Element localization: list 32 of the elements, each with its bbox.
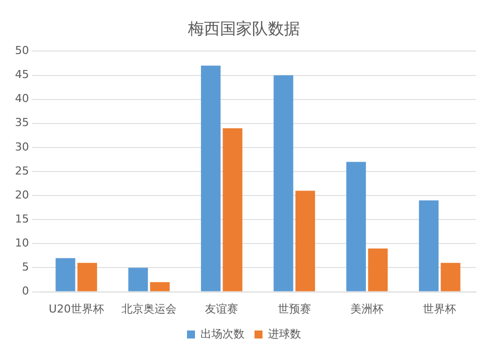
y-tick-label: 5 [22, 260, 29, 274]
y-tick-label: 10 [14, 236, 29, 250]
bar [440, 262, 460, 292]
bar [274, 75, 294, 292]
bar [295, 190, 316, 292]
y-tick-label: 45 [14, 68, 29, 82]
bar [77, 262, 98, 292]
bar [222, 128, 242, 292]
bar [56, 258, 76, 292]
chart-title: 梅西国家队数据 [187, 18, 300, 38]
x-tick-label: 世界杯 [423, 302, 456, 316]
y-tick-label: 50 [14, 44, 29, 58]
bar [368, 248, 388, 292]
x-tick-label: 世预赛 [278, 302, 311, 316]
x-tick-label: 美洲杯 [350, 302, 384, 316]
x-tick-label: 友谊赛 [205, 302, 238, 316]
bar [346, 162, 366, 292]
bar [150, 282, 170, 292]
y-tick-label: 15 [14, 212, 29, 226]
y-tick-label: 20 [14, 188, 29, 202]
y-tick-label: 40 [14, 92, 29, 106]
y-tick-label: 30 [14, 140, 29, 154]
y-tick-label: 25 [14, 164, 29, 178]
y-tick-label: 0 [22, 284, 29, 298]
y-tick-label: 35 [14, 116, 29, 130]
x-tick-label: 北京奥运会 [122, 302, 176, 316]
bar [418, 200, 439, 292]
bar [200, 66, 221, 292]
x-tick-label: U20世界杯 [48, 302, 104, 316]
legend-label: 进球数 [268, 327, 301, 340]
bar [128, 268, 148, 292]
legend-label: 出场次数 [200, 327, 244, 340]
